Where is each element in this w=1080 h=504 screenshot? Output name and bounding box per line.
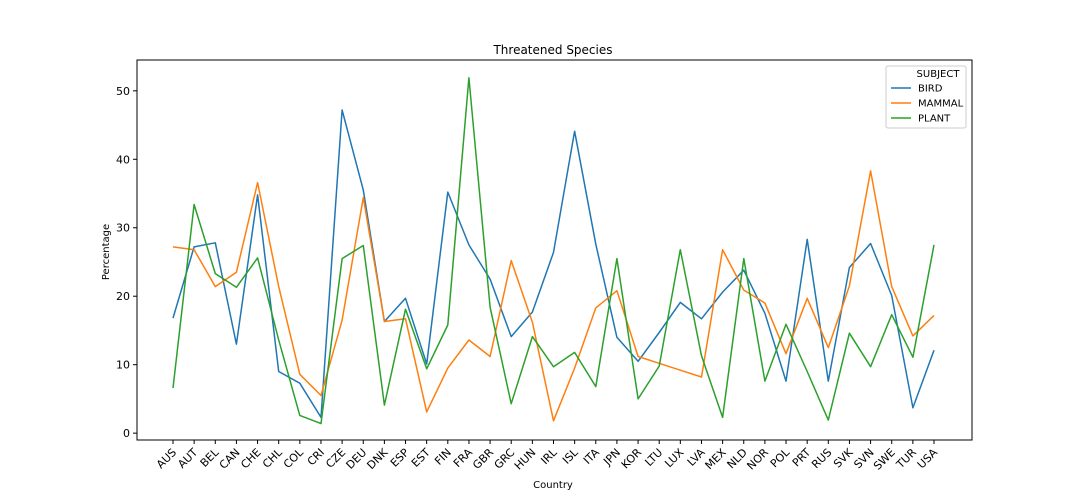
x-tick-label: PRT — [790, 446, 814, 470]
x-tick-label: KOR — [619, 446, 645, 472]
series-lines — [172, 77, 935, 425]
x-tick-label: AUS — [154, 446, 179, 471]
series-line-mammal — [172, 170, 935, 422]
y-tick-label: 40 — [116, 153, 130, 166]
x-tick-label: JPN — [600, 446, 623, 469]
x-tick-label: ISL — [560, 445, 581, 466]
y-tick-label: 30 — [116, 222, 130, 235]
legend-label-plant: PLANT — [918, 114, 951, 125]
x-tick-label: FRA — [451, 446, 475, 470]
chart-title: Threatened Species — [492, 43, 612, 57]
y-tick-label: 50 — [116, 85, 130, 98]
x-axis-label: Country — [533, 480, 573, 491]
legend-label-mammal: MAMMAL — [918, 99, 964, 110]
x-tick-label: DEU — [344, 446, 370, 472]
x-tick-label: MEX — [703, 446, 729, 472]
x-tick-label: SWE — [871, 446, 898, 473]
x-tick-label: CRI — [305, 446, 327, 468]
x-tick-label: POL — [768, 445, 793, 470]
x-tick-label: CHE — [238, 446, 263, 471]
x-tick-label: AUT — [175, 446, 200, 471]
legend-items: BIRD MAMMAL PLANT — [891, 84, 964, 125]
x-tick-label: COL — [281, 445, 307, 471]
y-tick-label: 0 — [123, 427, 130, 440]
plot-frame — [136, 59, 973, 441]
legend-box — [885, 65, 967, 129]
x-tick-label: HUN — [512, 446, 539, 473]
x-tick-label: RUS — [809, 446, 834, 471]
x-tick-label: NLD — [725, 446, 750, 471]
x-tick-label: GRC — [492, 446, 518, 472]
y-axis-ticks: 0 10 20 30 40 50 — [116, 85, 137, 440]
x-tick-label: LTU — [642, 446, 665, 469]
y-tick-label: 10 — [116, 359, 130, 372]
legend: SUBJECT BIRD MAMMAL PLANT — [885, 65, 967, 129]
series-line-bird — [172, 109, 935, 419]
x-tick-label: DNK — [364, 445, 391, 472]
x-tick-label: FIN — [432, 446, 454, 468]
x-tick-label: EST — [409, 446, 433, 470]
x-tick-label: BEL — [198, 445, 222, 469]
x-tick-label: CHL — [260, 445, 285, 470]
x-tick-label: NOR — [744, 446, 771, 473]
x-tick-label: IRL — [538, 445, 560, 467]
x-tick-label: CAN — [217, 446, 243, 472]
series-line-plant — [172, 77, 935, 425]
x-tick-label: ITA — [581, 446, 602, 467]
x-tick-label: ESP — [388, 446, 412, 470]
x-tick-label: USA — [915, 446, 941, 472]
x-tick-label: SVK — [831, 445, 856, 470]
x-tick-label: CZE — [323, 446, 348, 471]
x-tick-label: GBR — [470, 446, 496, 472]
x-tick-label: TUR — [893, 446, 919, 472]
legend-label-bird: BIRD — [918, 84, 943, 95]
y-tick-label: 20 — [116, 290, 130, 303]
y-axis-label: Percentage — [101, 224, 112, 280]
legend-title: SUBJECT — [917, 69, 961, 80]
x-tick-label: LUX — [662, 446, 686, 470]
x-tick-label: SVN — [851, 446, 876, 471]
